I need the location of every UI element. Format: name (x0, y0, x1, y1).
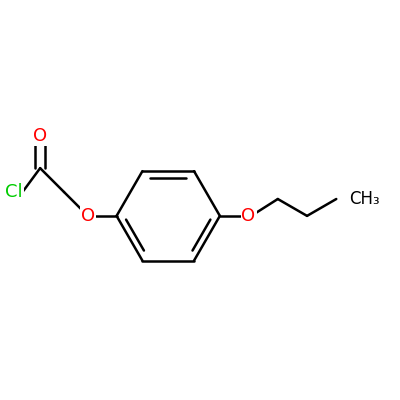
Text: O: O (242, 207, 256, 225)
Text: CH₃: CH₃ (349, 190, 380, 208)
Text: Cl: Cl (6, 183, 23, 201)
Text: O: O (81, 207, 95, 225)
Text: O: O (33, 127, 47, 145)
